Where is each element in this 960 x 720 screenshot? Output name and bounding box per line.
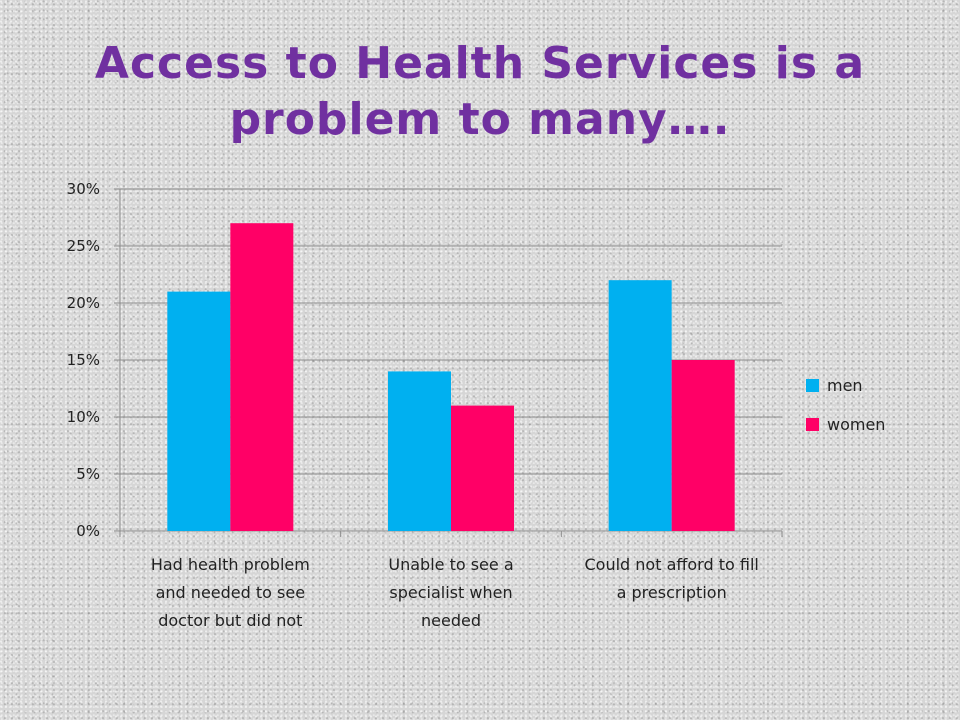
legend-swatch-men: [806, 379, 819, 392]
y-tick-label: 15%: [67, 351, 100, 369]
legend-label-men: men: [827, 376, 863, 395]
y-tick-label: 5%: [76, 465, 100, 483]
x-category-label: needed: [421, 611, 481, 630]
x-category-label: and needed to see: [156, 583, 305, 602]
x-category-label: Unable to see a: [388, 555, 513, 574]
slide-title: Access to Health Services is a problem t…: [94, 38, 866, 145]
y-tick-label: 20%: [67, 294, 100, 312]
x-category-label: a prescription: [617, 583, 727, 602]
axis-labels: 0% 5% 10% 15% 20% 25% 30% Had health problem and…: [67, 180, 759, 630]
bar-men: [388, 371, 451, 531]
bar-women: [451, 405, 514, 531]
axes: [114, 188, 783, 537]
legend: men women: [806, 376, 885, 434]
y-tick-label: 10%: [67, 408, 100, 426]
bar-men: [608, 280, 672, 531]
legend-swatch-women: [806, 418, 819, 431]
x-category-label: Could not afford to fill: [584, 555, 758, 574]
bar-women: [671, 360, 735, 531]
bar-men: [167, 291, 231, 531]
bar-women: [230, 223, 294, 531]
x-category-label: Had health problem: [151, 555, 310, 574]
y-tick-label: 30%: [67, 180, 100, 198]
legend-label-women: women: [827, 415, 885, 434]
x-category-label: specialist when: [389, 583, 512, 602]
y-tick-label: 0%: [76, 522, 100, 540]
x-category-label: doctor but did not: [158, 611, 302, 630]
y-tick-label: 25%: [67, 237, 100, 255]
bars: [167, 223, 735, 531]
